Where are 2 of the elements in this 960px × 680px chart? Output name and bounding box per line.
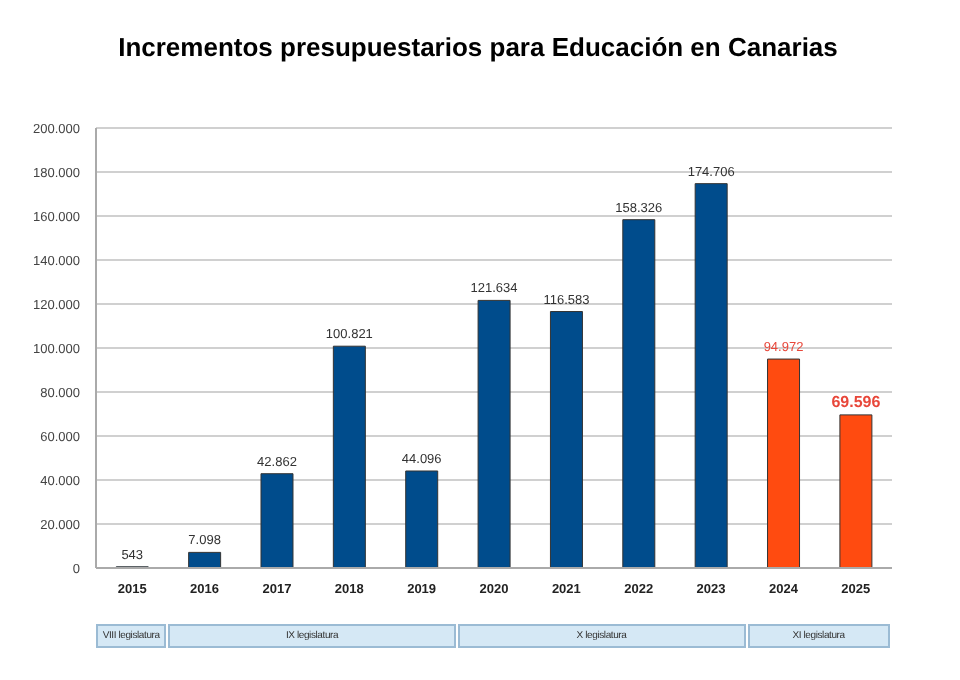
data-label: 69.596: [831, 392, 882, 411]
chart-title: Incrementos presupuestarios para Educación en Canarias: [116, 32, 840, 62]
